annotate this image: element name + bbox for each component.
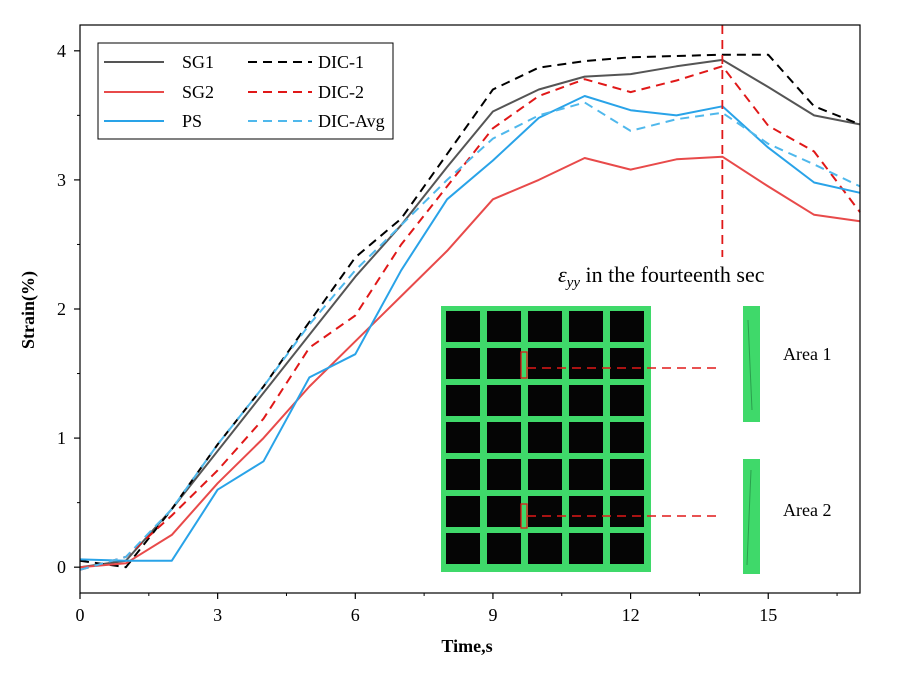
x-tick-label: 3: [213, 605, 222, 625]
legend-label-sg2: SG2: [182, 82, 214, 102]
x-tick-label: 15: [759, 605, 777, 625]
grid-cell: [528, 533, 562, 564]
legend-label-dic-2: DIC-2: [318, 82, 364, 102]
grid-cell: [528, 311, 562, 342]
series-line-ps: [79, 95, 861, 562]
grid-cell: [569, 348, 603, 379]
annotation-subscript: yy: [565, 275, 581, 291]
grid-cell: [528, 348, 562, 379]
grid-cell: [528, 422, 562, 453]
x-axis-title: Time,s: [441, 636, 492, 656]
grid-cell: [610, 311, 644, 342]
legend-label-dic-avg: DIC-Avg: [318, 111, 385, 131]
grid-cell: [487, 311, 521, 342]
grid-cell: [446, 459, 480, 490]
grid-cell: [610, 348, 644, 379]
grid-cell: [569, 533, 603, 564]
annotation-symbol: ε: [558, 262, 567, 287]
grid-cell: [610, 533, 644, 564]
grid-cell: [569, 311, 603, 342]
grid-cell: [528, 385, 562, 416]
grid-cell: [487, 496, 521, 527]
legend: SG1 SG2 PS DIC-1 DIC-2 DIC-Avg: [97, 42, 394, 140]
grid-cell: [487, 533, 521, 564]
grid-cell: [487, 385, 521, 416]
legend-label-sg1: SG1: [182, 52, 214, 72]
dic-strain-field-image: [441, 306, 760, 574]
grid-cell: [569, 459, 603, 490]
area-1-strip: [743, 306, 760, 422]
grid-cell: [569, 385, 603, 416]
area-1-label: Area 1: [783, 344, 831, 364]
series-line-sg1: [79, 58, 861, 569]
grid-cell: [446, 311, 480, 342]
x-tick-label: 6: [351, 605, 360, 625]
x-tick-label: 9: [488, 605, 497, 625]
y-tick-label: 3: [57, 170, 66, 190]
annotation-text: in the fourteenth sec: [580, 262, 765, 287]
grid-cell: [446, 496, 480, 527]
grid-cell: [528, 496, 562, 527]
grid-cell: [610, 385, 644, 416]
grid-cell: [446, 348, 480, 379]
area-1-marker: [520, 351, 528, 379]
y-tick-label: 4: [57, 41, 66, 61]
x-tick-label: 0: [76, 605, 85, 625]
grid-cell: [610, 459, 644, 490]
grid-cell: [446, 385, 480, 416]
grid-cell: [487, 348, 521, 379]
grid-cell: [487, 459, 521, 490]
grid-cell: [446, 533, 480, 564]
series-line-dic-2: [79, 65, 861, 571]
area-2-strip: [743, 459, 760, 574]
grid-cell: [569, 496, 603, 527]
y-tick-label: 2: [57, 299, 66, 319]
grid-cell: [528, 459, 562, 490]
y-tick-label: 0: [57, 557, 66, 577]
series-line-dic-1: [79, 53, 861, 569]
legend-label-ps: PS: [182, 111, 202, 131]
grid-cell: [610, 496, 644, 527]
grid-cell: [569, 422, 603, 453]
area-2-label: Area 2: [783, 500, 831, 520]
legend-label-dic-1: DIC-1: [318, 52, 364, 72]
grid-cell: [610, 422, 644, 453]
y-axis-title: Strain(%): [18, 271, 39, 349]
annotation-eyy: εyy in the fourteenth sec: [558, 262, 765, 291]
area-1-texture: [747, 319, 753, 411]
y-tick-label: 1: [57, 428, 66, 448]
grid-cell: [487, 422, 521, 453]
grid-cell: [446, 422, 480, 453]
area-2-texture: [746, 469, 752, 566]
x-tick-label: 12: [622, 605, 640, 625]
series-line-dic-avg: [79, 101, 861, 571]
series-line-sg2: [79, 155, 861, 569]
